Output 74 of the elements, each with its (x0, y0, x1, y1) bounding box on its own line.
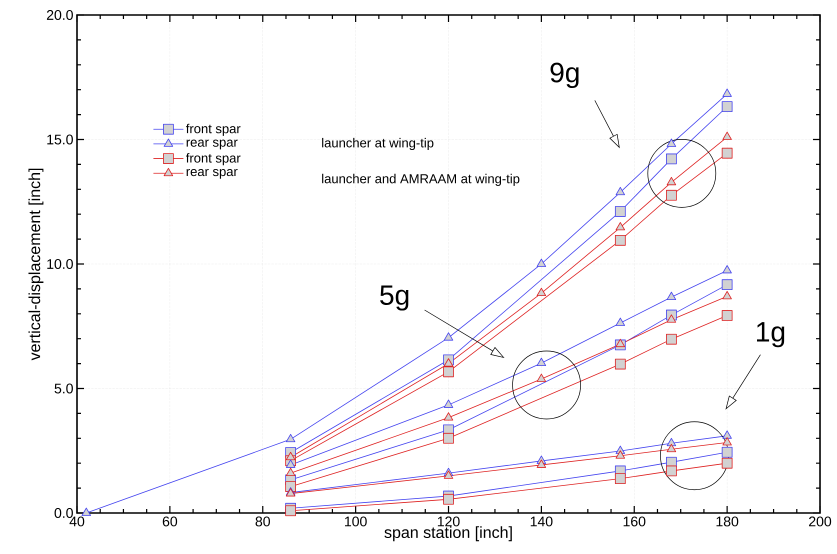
point (722, 310, 733, 321)
point (666, 190, 677, 201)
annotation: launcher and AMRAAM at wing-tip (322, 174, 520, 186)
point (722, 148, 733, 159)
point (666, 466, 677, 476)
point (614, 358, 626, 370)
point (722, 265, 732, 274)
x-tick-label: 60 (162, 516, 178, 526)
y-tick-label: 15.0 (47, 134, 73, 144)
point (82, 508, 91, 516)
point (444, 358, 454, 366)
point (722, 430, 732, 439)
point (536, 288, 546, 296)
point (722, 279, 733, 290)
x-tick-label: 180 (716, 516, 738, 526)
point (536, 258, 546, 267)
point (616, 318, 626, 326)
point (722, 437, 732, 446)
point (614, 473, 626, 484)
point (285, 505, 296, 516)
point (666, 334, 677, 345)
x-tick-label: 160 (624, 516, 646, 526)
point (666, 444, 676, 452)
x-tick-label: 120 (438, 516, 460, 526)
x-tick-label: 100 (345, 516, 367, 526)
legend-label: front spar (186, 124, 240, 136)
legend-label: rear spar (186, 169, 238, 179)
point (286, 434, 296, 442)
point (616, 450, 626, 459)
point (666, 292, 676, 300)
point (443, 494, 454, 505)
annotation: 9g (550, 62, 579, 88)
point (443, 366, 454, 378)
point (286, 452, 296, 460)
point (614, 206, 626, 217)
point (722, 458, 733, 469)
legend-label: front spar (186, 153, 240, 166)
x-tick-label: 140 (530, 516, 553, 526)
point (666, 176, 676, 186)
point (614, 234, 626, 246)
point (443, 432, 454, 444)
x-tick-label: 40 (70, 516, 84, 526)
point (722, 101, 733, 112)
point (286, 460, 296, 468)
point (722, 132, 732, 140)
point (616, 222, 626, 230)
y-tick-label: 0.0 (54, 508, 73, 518)
point (722, 446, 733, 458)
point (722, 88, 732, 97)
x-tick-label: 80 (256, 516, 270, 526)
point (444, 470, 454, 479)
annotation: 1g (757, 322, 784, 348)
point (666, 314, 676, 323)
point (722, 290, 732, 300)
point (666, 154, 677, 164)
point (536, 460, 546, 468)
point (444, 332, 454, 341)
y-tick-label: 5.0 (54, 384, 73, 394)
point (444, 400, 454, 408)
y-tick-label: 10.0 (47, 259, 73, 269)
x-tick-label: 200 (809, 516, 832, 526)
point (444, 412, 454, 421)
point (536, 374, 546, 382)
x-axis-title: span station [inch] (384, 526, 512, 542)
annotation: launcher at wing-tip (322, 138, 434, 150)
point (286, 468, 296, 476)
point (616, 338, 626, 348)
y-tick-label: 20.0 (46, 10, 73, 20)
y-axis-title: vertical-displacement [inch] (28, 168, 44, 360)
point (666, 138, 676, 147)
annotation: 5g (380, 285, 408, 311)
legend-label: rear spar (186, 140, 238, 150)
point (616, 186, 626, 196)
point (536, 358, 546, 366)
